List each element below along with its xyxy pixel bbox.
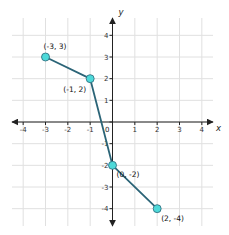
chart: -4-3-2-101234-4-3-2-11234xy(-3, 3)(-1, 2…: [0, 0, 229, 235]
x-tick-label: -2: [64, 126, 71, 134]
grid-line-y: [12, 78, 213, 79]
x-tick-label: -3: [42, 126, 49, 134]
line: [46, 57, 158, 209]
grid-line-x: [134, 18, 135, 226]
x-tick-label: -1: [87, 126, 94, 134]
x-tick: [67, 122, 68, 125]
grid-line-x: [201, 18, 202, 226]
x-tick: [134, 122, 135, 125]
data-label: (2, -4): [161, 214, 184, 223]
y-tick-label: 4: [104, 32, 109, 40]
plot-area: [42, 53, 162, 213]
x-tick: [45, 122, 46, 125]
x-tick: [23, 122, 24, 125]
x-tick-label: 2: [155, 126, 159, 134]
grid-line-x: [23, 18, 24, 226]
y-tick: [110, 143, 113, 144]
y-tick-label: 1: [104, 97, 108, 105]
x-tick: [90, 122, 91, 125]
x-tick-label: 3: [177, 126, 181, 134]
grid-line-y: [12, 208, 213, 209]
grid-line-x: [90, 18, 91, 226]
y-tick: [110, 100, 113, 101]
data-label: (-1, 2): [63, 85, 86, 94]
y-tick-label: -3: [102, 184, 109, 192]
point: [109, 161, 117, 169]
point: [153, 205, 161, 213]
grid-line-y: [12, 143, 213, 144]
x-tick: [201, 122, 202, 125]
y-tick-label: -2: [102, 162, 109, 170]
x-tick: [179, 122, 180, 125]
y-tick: [110, 208, 113, 209]
y-tick: [110, 187, 113, 188]
x-axis-label: x: [215, 123, 222, 133]
x-tick-label: 4: [200, 126, 205, 134]
x-axis: [12, 122, 213, 123]
y-tick: [110, 78, 113, 79]
x-tick-label: 1: [133, 126, 137, 134]
y-tick: [110, 35, 113, 36]
y-tick-label: 3: [104, 54, 108, 62]
data-label: (0, -2): [117, 170, 140, 179]
y-tick: [110, 122, 113, 123]
y-tick-label: 2: [104, 75, 108, 83]
x-tick: [157, 122, 158, 125]
origin-label: 0: [105, 126, 109, 134]
grid-line-y: [12, 122, 213, 123]
grid-line-x: [157, 18, 158, 226]
data-label: (-3, 3): [44, 42, 67, 51]
y-tick: [110, 57, 113, 58]
y-axis-label: y: [118, 7, 125, 17]
grid-line-y: [12, 35, 213, 36]
point: [42, 53, 50, 61]
point: [86, 75, 94, 83]
y-tick-label: -4: [102, 205, 110, 213]
x-tick-label: -4: [20, 126, 28, 134]
grid-line-y: [12, 100, 213, 101]
grid-line-x: [67, 18, 68, 226]
grid-line-y: [12, 187, 213, 188]
grid-line-x: [179, 18, 180, 226]
